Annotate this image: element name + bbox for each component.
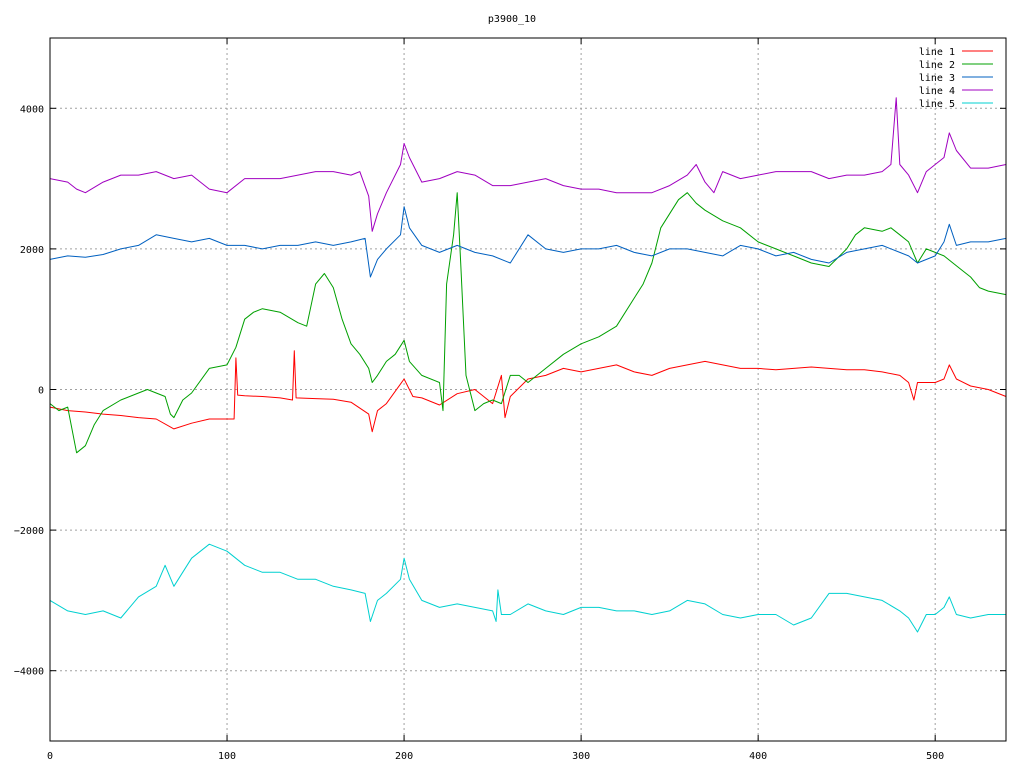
x-tick-label: 400: [749, 751, 767, 762]
axis-ticks: 0 100 200 300 400 500 −4000 −2000 0 2000 4000: [14, 38, 1006, 762]
y-tick-label: 0: [38, 386, 44, 397]
series-line-3: [49, 206, 1007, 278]
grid-lines: [50, 38, 1006, 741]
plot-area-border: [49, 37, 1007, 742]
legend-label: line 5: [919, 99, 955, 110]
chart-title: p3900_10: [488, 14, 536, 25]
x-tick-label: 300: [572, 751, 590, 762]
legend-label: line 3: [919, 73, 955, 84]
series-line-1: [49, 350, 1007, 433]
y-tick-label: −4000: [14, 667, 44, 678]
x-tick-label: 500: [926, 751, 944, 762]
series-line-4: [49, 97, 1007, 232]
x-tick-label: 200: [395, 751, 413, 762]
series-layer: [49, 97, 1007, 633]
series-line-2: [49, 192, 1007, 454]
series-line-5: [49, 543, 1006, 633]
y-tick-label: 4000: [20, 104, 44, 115]
legend: line 1 line 2 line 3 line 4 line 5: [919, 47, 993, 110]
legend-label: line 2: [919, 60, 955, 71]
y-tick-label: −2000: [14, 526, 44, 537]
legend-label: line 4: [919, 86, 955, 97]
legend-label: line 1: [919, 47, 955, 58]
x-tick-label: 100: [218, 751, 236, 762]
y-tick-label: 2000: [20, 245, 44, 256]
x-tick-label: 0: [47, 751, 53, 762]
